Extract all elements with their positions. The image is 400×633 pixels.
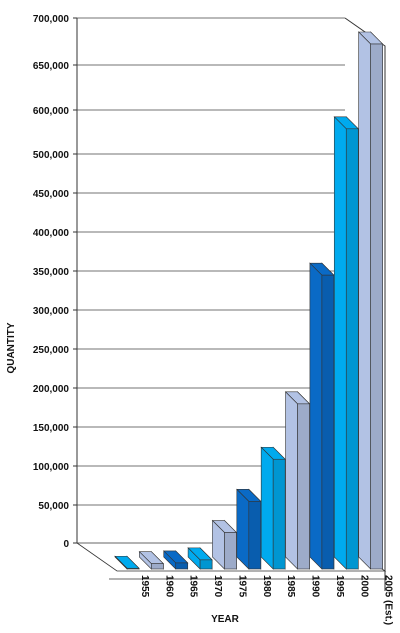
y-tick-label: 700,000 <box>33 14 70 25</box>
x-axis-label: YEAR <box>211 614 240 625</box>
y-tick-label: 500,000 <box>33 150 70 161</box>
y-tick-label: 50,000 <box>38 501 69 512</box>
bar-left <box>333 116 347 570</box>
y-tick-label: 300,000 <box>33 306 70 317</box>
bar-front <box>151 563 164 570</box>
bar-left <box>285 391 298 570</box>
bar <box>114 555 140 570</box>
bar-front <box>297 403 310 570</box>
bar <box>333 116 359 570</box>
y-tick-label: 0 <box>63 539 69 550</box>
bar-front <box>224 532 237 570</box>
bar <box>357 31 384 570</box>
y-tick-label: 350,000 <box>33 267 70 278</box>
bar <box>309 262 335 570</box>
bar-left <box>309 262 323 570</box>
x-tick-label: 1960 <box>163 575 174 598</box>
y-tick-label: 250,000 <box>33 345 70 356</box>
bar-front <box>345 128 359 570</box>
bar <box>236 488 262 570</box>
y-tick-label: 400,000 <box>33 228 70 239</box>
bar-front <box>199 559 213 570</box>
bar <box>163 550 189 570</box>
bar-front <box>370 43 383 570</box>
bar-left <box>358 31 371 570</box>
x-tick-label: 1955 <box>139 575 150 598</box>
bar-front <box>175 562 189 570</box>
bar <box>211 519 238 570</box>
x-tick-label: 1970 <box>212 575 223 598</box>
bar-left <box>260 446 274 570</box>
x-tick-label: 1990 <box>310 575 321 598</box>
y-tick-label: 200,000 <box>33 384 70 395</box>
y-tick-label: 600,000 <box>33 106 70 117</box>
y-tick-label: 100,000 <box>33 462 70 473</box>
bar <box>187 547 213 570</box>
chart-bars <box>114 31 384 570</box>
bar <box>138 550 165 570</box>
x-axis-ticks: 1955 1960 1965 1970 1975 1980 1985 1990 1995 2000… <box>139 575 394 625</box>
y-axis-label: QUANTITY <box>6 322 17 373</box>
y-tick-label: 650,000 <box>33 61 70 72</box>
bar <box>260 446 286 570</box>
bar-front <box>272 458 286 570</box>
bar-front <box>248 501 262 570</box>
right-wall-edge <box>344 17 386 591</box>
x-tick-label: 1975 <box>236 575 247 598</box>
x-tick-label: 2000 <box>358 575 369 598</box>
bar-front <box>126 567 140 570</box>
bar-left <box>236 488 250 570</box>
y-axis-ticks: 0 50,000 100,000 150,000 200,000 250,000 300,0… <box>33 14 77 550</box>
x-tick-label: 2005 (Est.) <box>383 575 394 625</box>
x-tick-label: 1995 <box>334 575 345 598</box>
y-tick-label: 450,000 <box>33 189 70 200</box>
x-tick-label: 1985 <box>285 575 296 598</box>
x-tick-label: 1965 <box>188 575 199 598</box>
y-tick-label: 150,000 <box>33 423 70 434</box>
bar <box>284 391 311 570</box>
x-tick-label: 1980 <box>261 575 272 598</box>
bar-front <box>321 274 335 570</box>
